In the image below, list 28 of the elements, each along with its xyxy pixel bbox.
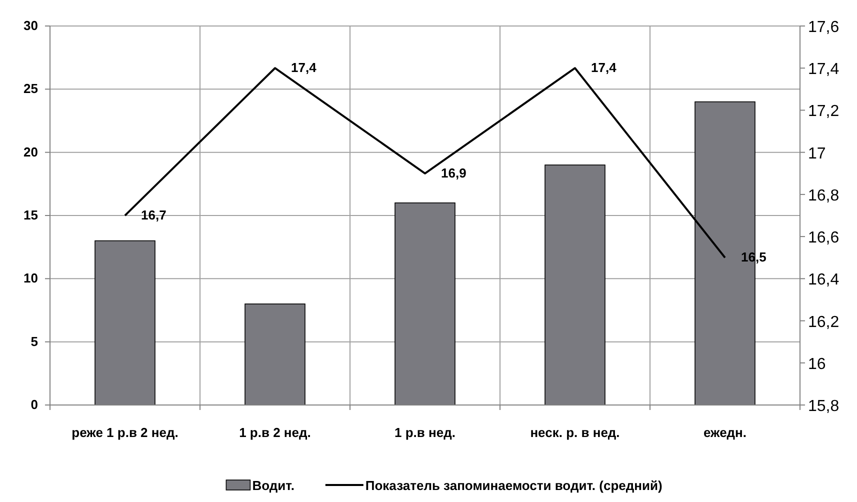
y2-tick-label: 16,4 <box>808 272 840 289</box>
x-tick-label: ежедн. <box>703 425 747 440</box>
data-label: 16,7 <box>141 208 166 222</box>
y-tick-label: 0 <box>30 397 38 412</box>
y2-tick-label: 16,2 <box>808 314 840 331</box>
y-tick-label: 25 <box>24 81 38 96</box>
y2-tick-label: 17,6 <box>808 19 840 36</box>
x-tick-label: неск. р. в нед. <box>530 425 620 440</box>
data-label: 17,4 <box>591 60 618 76</box>
y2-tick-label: 17 <box>808 145 826 162</box>
y-tick-label: 20 <box>24 144 38 160</box>
data-label: 16,9 <box>441 165 466 180</box>
x-tick-label: реже 1 р.в 2 нед. <box>72 425 178 440</box>
y-tick-label: 15 <box>24 208 38 222</box>
y-tick-label: 5 <box>30 334 38 349</box>
y2-tick-label: 15,8 <box>808 398 840 415</box>
y2-tick-label: 16,6 <box>808 230 840 247</box>
y2-tick-label: 17,4 <box>808 61 840 78</box>
legend-label: Показатель запоминаемости водит. (средний) <box>365 478 662 493</box>
y2-tick-label: 16 <box>808 356 826 373</box>
y-tick-label: 10 <box>24 270 38 286</box>
data-label: 17,4 <box>291 60 318 76</box>
x-tick-label: 1 р.в 2 нед. <box>239 425 311 440</box>
x-tick-label: 1 р.в нед. <box>394 425 456 440</box>
y2-tick-label: 16,8 <box>808 187 840 204</box>
y-tick-label: 30 <box>24 18 38 33</box>
legend-label: Водит. <box>252 478 294 493</box>
y2-tick-label: 17,2 <box>808 103 840 120</box>
